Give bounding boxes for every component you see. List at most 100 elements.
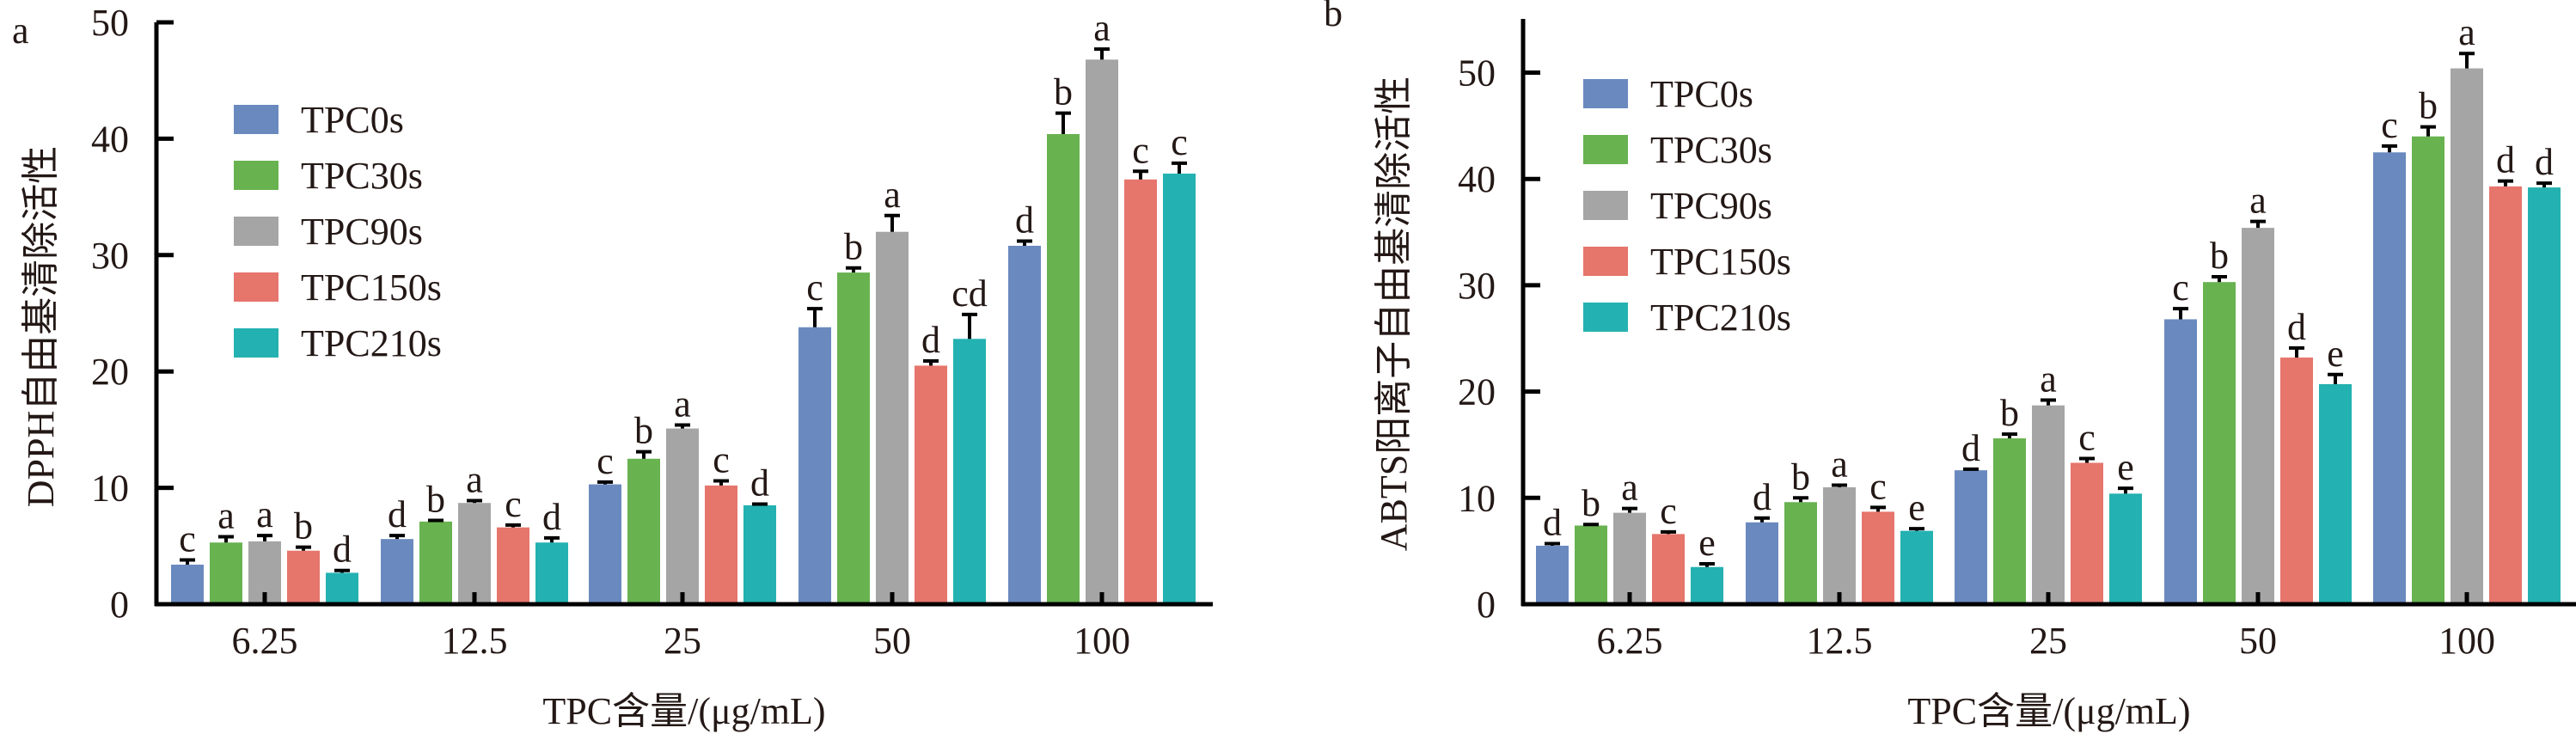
bar [1900,530,1933,604]
significance-label: a [884,174,901,216]
significance-label: d [333,529,352,571]
significance-label: a [2249,180,2267,222]
significance-label: e [1698,522,1716,564]
significance-label: d [750,462,769,505]
legend-swatch [1583,79,1628,108]
bar [2412,136,2444,605]
legend-label: TPC210s [1650,297,1791,339]
x-tick-labels: 6.25 12.5 25 50 100 [232,620,1131,662]
bar [2451,68,2483,604]
significance-label: c [1660,490,1677,532]
significance-label: b [1054,71,1073,113]
y-tick-label: 40 [91,118,129,160]
significance-label: cd [951,272,988,315]
legend-label: TPC90s [301,211,423,253]
panel-label: b [1324,0,1343,34]
x-tick-label: 12.5 [442,620,508,662]
x-tick-label: 100 [2438,620,2495,662]
bar [381,539,413,604]
significance-label: e [1908,486,1925,529]
bar [2203,282,2236,604]
significance-label: d [1543,501,1562,543]
legend-swatch [1583,135,1628,164]
significance-label: b [294,505,313,547]
significance-label: a [2040,358,2057,400]
bar [876,231,909,604]
bar [1008,245,1041,604]
bar [1536,545,1569,604]
bar [1613,512,1646,604]
y-tick-label: 30 [1458,265,1496,307]
bar [535,542,568,604]
significance-label: a [2458,11,2475,53]
significance-label: d [388,493,407,535]
y-tick-label: 40 [1458,158,1496,200]
bar [171,564,204,604]
chart-panel-a: a DPPH自由基清除活性 TPC含量/(μg/mL) 01020304050 … [12,2,1213,732]
bar [627,458,660,604]
legend-swatch [234,105,278,134]
significance-label: d [1961,427,1980,469]
significance-label: a [1621,467,1638,509]
significance-label: e [2117,446,2134,488]
significance-label: a [217,494,235,536]
legend-label: TPC210s [301,322,442,364]
x-axis-title: TPC含量/(μg/mL) [542,690,825,732]
x-tick-label: 100 [1074,620,1130,662]
y-tick-label: 10 [1458,477,1496,519]
x-tick-label: 6.25 [232,620,298,662]
bar [915,365,947,604]
bar [1652,534,1685,604]
bar [1575,525,1607,604]
bar [210,542,242,604]
bar [1862,511,1894,604]
x-axis-title: TPC含量/(μg/mL) [1907,690,2190,732]
bar [2489,186,2522,604]
significance-label: c [179,518,196,560]
bar [419,521,452,604]
significance-label: c [2172,266,2189,309]
legend: TPC0s TPC30s TPC90s TPC150s TPC210s [234,99,442,364]
x-tick-label: 50 [873,620,911,662]
x-tick-label: 6.25 [1597,620,1663,662]
legend-swatch [234,161,278,190]
y-tick-label: 30 [91,235,129,277]
significance-label: b [2000,392,2019,434]
legend-label: TPC30s [1650,129,1772,171]
y-tick-label: 50 [1458,52,1496,95]
bar [1124,179,1157,605]
bar [1691,566,1723,604]
significance-label: d [2535,141,2554,183]
legend-swatch [1583,303,1628,332]
bar [326,572,358,604]
significance-label: a [1093,7,1111,49]
bar [589,484,621,604]
x-tick-label: 25 [664,620,701,662]
bar [2373,152,2406,604]
y-tick-label: 0 [1477,584,1496,626]
bar [837,272,870,604]
significance-label: a [466,458,483,500]
chart-panel-b: b ABTS阳离子自由基清除活性 TPC含量/(μg/mL) 0 10 20 30 40… [1324,0,2576,732]
significance-label: b [2419,85,2438,127]
x-tick-label: 25 [2029,620,2067,662]
legend: TPC0s TPC30s TPC90s TPC150s TPC210s [1583,73,1791,339]
x-tick-label: 12.5 [1807,620,1873,662]
bar [1784,502,1817,604]
legend-swatch [1583,247,1628,276]
y-tick-label: 50 [91,2,129,44]
bar [1955,470,1987,604]
significance-label: b [844,226,863,268]
y-axis-title: DPPH自由基清除活性 [20,146,62,508]
bar [1163,174,1196,604]
significance-label: c [1869,465,1887,507]
bar [458,503,491,604]
bar [2109,493,2142,604]
significance-label: c [2381,104,2398,146]
significance-label: b [1791,456,1810,498]
y-tick-label: 0 [110,584,129,626]
significance-label: d [542,496,561,538]
bar [2528,187,2561,604]
bar [287,550,320,604]
